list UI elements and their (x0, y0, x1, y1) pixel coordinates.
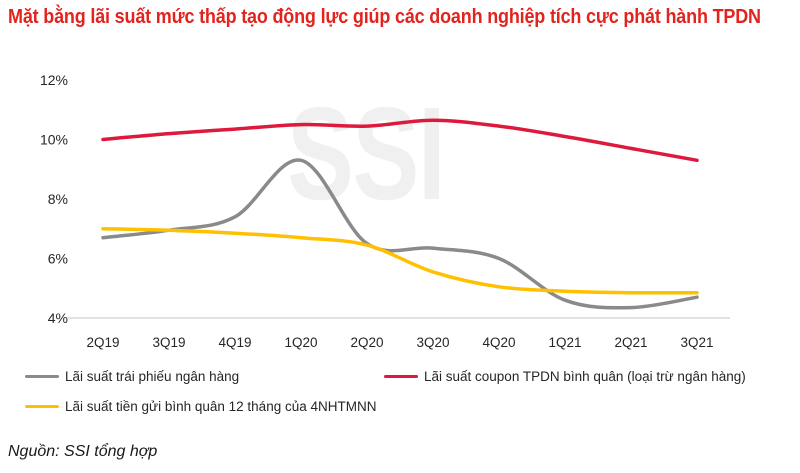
legend-item-deposit-rate: Lãi suất tiền gửi bình quân 12 tháng của… (25, 399, 376, 414)
y-tick-label: 10% (40, 132, 68, 148)
y-tick-label: 4% (48, 310, 68, 326)
series-line-2 (101, 227, 699, 295)
x-tick-label: 3Q21 (680, 335, 713, 350)
page-title: Mặt bằng lãi suất mức thấp tạo động lực … (8, 6, 761, 28)
series-line-0 (101, 158, 699, 310)
chart-canvas: 12% 10% 8% 6% 4% 2Q19 3Q19 4Q19 1Q20 2Q20 3Q20 4Q20… (40, 72, 730, 350)
source-note: Nguồn: SSI tổng hợp (8, 443, 158, 460)
legend-swatch-red (384, 374, 418, 379)
legend-swatch-gray (25, 374, 59, 379)
x-tick-label: 2Q20 (350, 335, 383, 350)
legend-swatch-yellow (25, 404, 59, 409)
x-tick-label: 2Q21 (614, 335, 647, 350)
x-tick-label: 2Q19 (86, 335, 119, 350)
legend-label-deposit-rate: Lãi suất tiền gửi bình quân 12 tháng của… (65, 399, 377, 414)
legend-item-coupon-tpdn: Lãi suất coupon TPDN bình quân (loại trừ… (384, 369, 746, 384)
x-tick-label: 3Q19 (152, 335, 185, 350)
legend-label-coupon-tpdn: Lãi suất coupon TPDN bình quân (loại trừ… (424, 369, 746, 384)
x-tick-label: 1Q21 (548, 335, 581, 350)
legend-item-bank-bond: Lãi suất trái phiếu ngân hàng (25, 369, 239, 384)
series-line-1 (101, 118, 699, 163)
x-tick-label: 3Q20 (416, 335, 449, 350)
y-tick-label: 8% (48, 191, 68, 207)
x-tick-label: 4Q19 (218, 335, 251, 350)
y-tick-label: 12% (40, 72, 68, 88)
x-tick-label: 1Q20 (284, 335, 317, 350)
ssi-watermark: SSI (287, 80, 446, 227)
y-tick-label: 6% (48, 251, 68, 267)
legend-label-bank-bond: Lãi suất trái phiếu ngân hàng (65, 369, 240, 384)
x-tick-label: 4Q20 (482, 335, 515, 350)
